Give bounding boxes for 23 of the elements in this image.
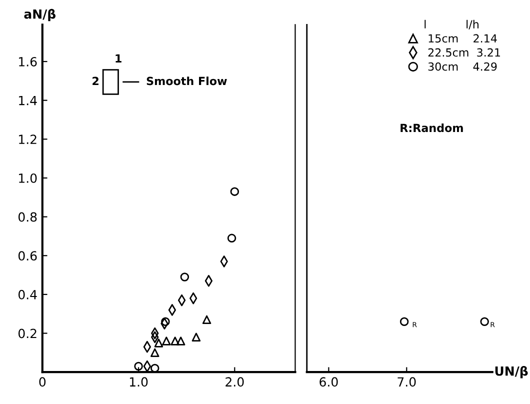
annotation: R:Random	[400, 124, 463, 132]
x-tick-label: 1.0	[130, 377, 148, 387]
y-tick-label: 1.6	[19, 56, 37, 66]
legend-label: 15cm 2.14	[428, 34, 497, 43]
y-tick-label: 0.6	[18, 251, 37, 261]
y-tick-label: 1.0	[19, 173, 37, 183]
x-tick-label: 2.0	[226, 377, 244, 387]
y-tick-label: 0.8	[18, 212, 37, 222]
legend-label: 22.5cm 3.21	[428, 48, 500, 57]
x-tick-label: 0	[39, 377, 46, 387]
annotation: 1	[116, 54, 122, 62]
legend-title: l l/h	[424, 20, 478, 30]
x-tick-label: 6.0	[320, 377, 338, 387]
annotation: 2	[92, 76, 98, 86]
y-tick-label: 1.4	[19, 96, 37, 106]
x-tick-label: 7.0	[398, 377, 416, 387]
annotation: Smooth Flow	[146, 76, 227, 86]
y-tick-label: 0.4	[18, 290, 37, 300]
y-tick-label: 0.2	[18, 328, 36, 338]
y-axis-title: aN/β	[24, 8, 56, 22]
y-tick-label: 1.2	[19, 134, 36, 144]
legend-label: 30cm 4.29	[428, 62, 497, 71]
x-axis-title: UN/β	[495, 366, 528, 378]
